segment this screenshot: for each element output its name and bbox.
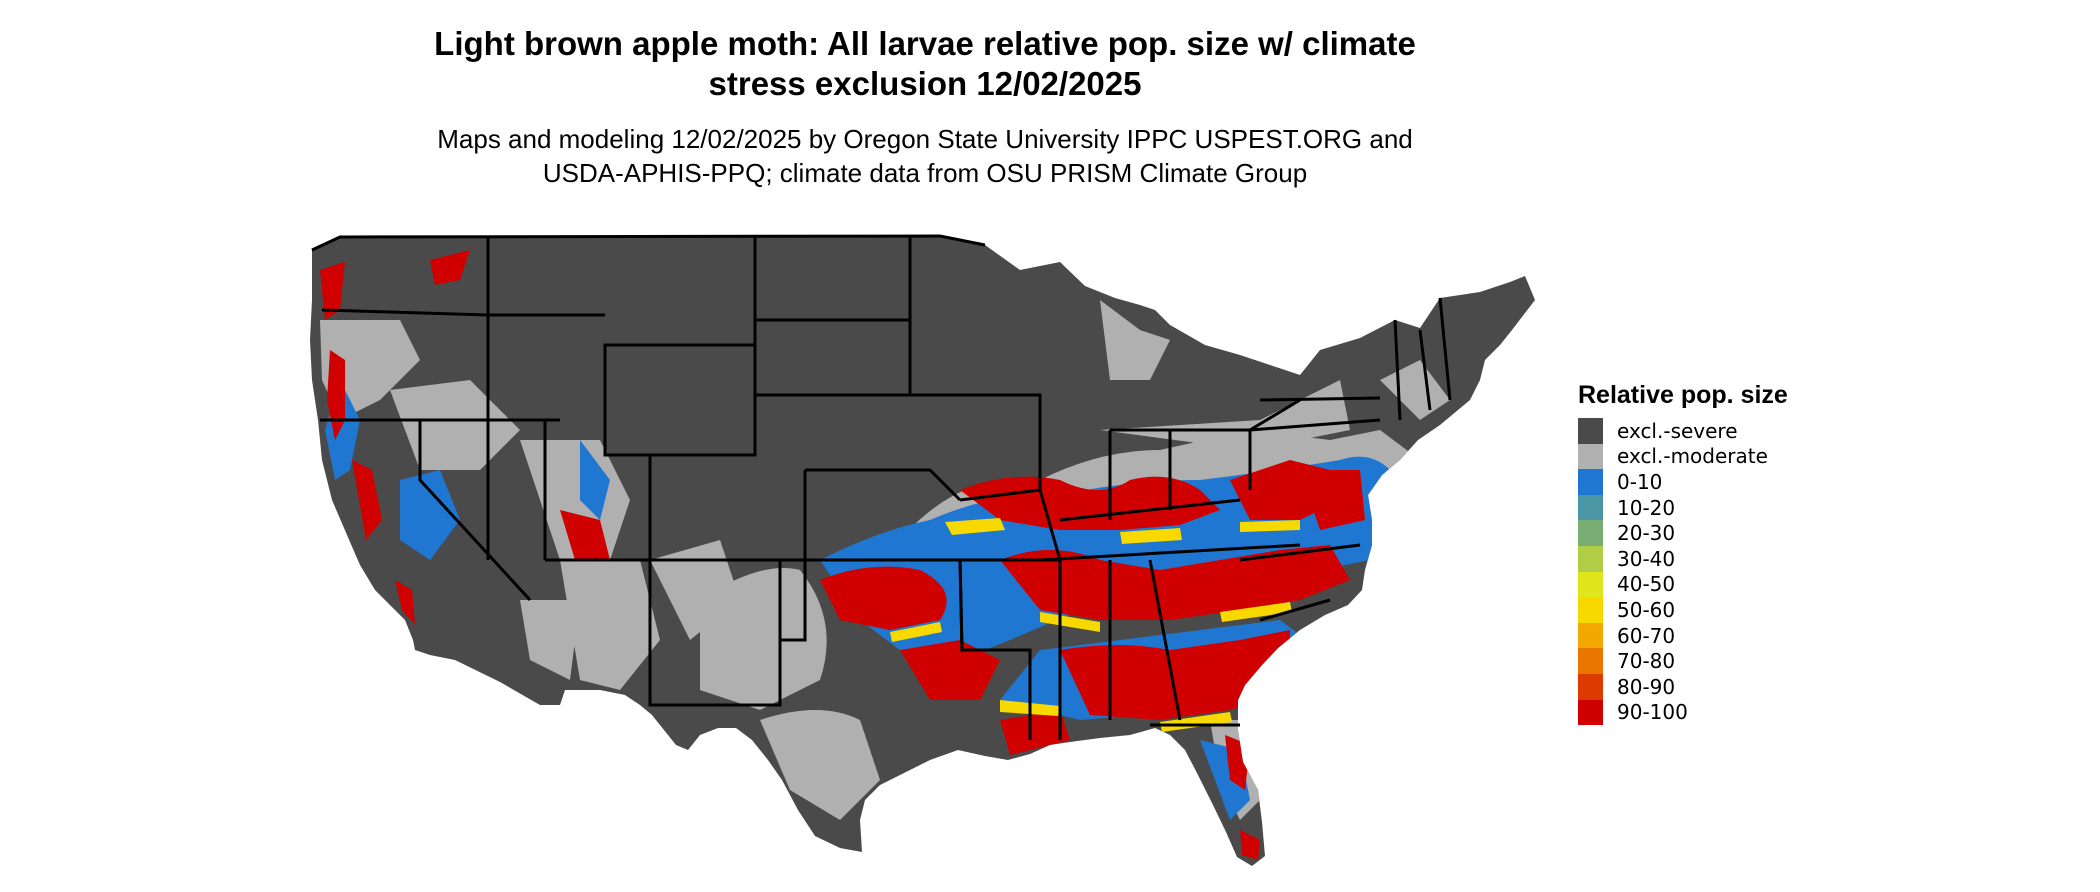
map-subtitle: Maps and modeling 12/02/2025 by Oregon S… — [330, 122, 1520, 190]
legend-item-60-70: 60-70 — [1578, 622, 1788, 649]
border-canada-line — [311, 234, 986, 252]
subtitle-line-1: Maps and modeling 12/02/2025 by Oregon S… — [437, 124, 1413, 154]
legend-swatch — [1578, 571, 1603, 598]
border-nevada-california — [418, 420, 532, 602]
state-borders — [311, 234, 1452, 740]
legend-label: 10-20 — [1617, 495, 1676, 520]
legend-swatch — [1578, 520, 1603, 546]
legend-swatch — [1578, 545, 1603, 572]
border-new-mexico — [648, 560, 782, 707]
legend-items: excl.-severe excl.-moderate 0-10 10-20 2… — [1578, 418, 1788, 726]
legend-item-excl-severe: excl.-severe — [1578, 418, 1788, 444]
border-tennessee-kentucky — [1039, 498, 1301, 562]
border-new-england — [1393, 297, 1452, 421]
legend-swatch — [1578, 443, 1603, 470]
legend-label: 60-70 — [1617, 623, 1676, 648]
legend-item-90-100: 90-100 — [1578, 699, 1788, 726]
legend-label: 20-30 — [1617, 521, 1676, 546]
legend-swatch — [1578, 597, 1603, 623]
legend-item-30-40: 30-40 — [1578, 545, 1788, 572]
legend-item-20-30: 20-30 — [1578, 520, 1788, 546]
zone-high-population — [320, 250, 1365, 860]
subtitle-line-2: USDA-APHIS-PPQ; climate data from OSU PR… — [542, 158, 1308, 188]
legend-label: excl.-severe — [1617, 418, 1738, 443]
legend: Relative pop. size excl.-severe excl.-mo… — [1578, 380, 1788, 726]
legend-label: excl.-moderate — [1617, 444, 1768, 469]
legend-item-50-60: 50-60 — [1578, 597, 1788, 623]
legend-item-excl-moderate: excl.-moderate — [1578, 443, 1788, 470]
population-zones — [320, 250, 1450, 860]
legend-label: 30-40 — [1617, 546, 1676, 571]
legend-swatch — [1578, 494, 1603, 521]
legend-swatch — [1578, 622, 1603, 649]
legend-item-40-50: 40-50 — [1578, 571, 1788, 598]
border-dakotas — [753, 237, 920, 455]
legend-swatch — [1578, 469, 1603, 495]
title-line-2: stress exclusion 12/02/2025 — [708, 65, 1142, 102]
legend-label: 80-90 — [1617, 674, 1676, 699]
legend-label: 0-10 — [1617, 469, 1663, 494]
legend-label: 40-50 — [1617, 572, 1676, 597]
legend-label: 70-80 — [1617, 649, 1676, 674]
border-washington-oregon — [321, 308, 489, 317]
map-title: Light brown apple moth: All larvae relat… — [330, 24, 1520, 104]
legend-label: 90-100 — [1617, 700, 1688, 725]
legend-title: Relative pop. size — [1578, 381, 1788, 409]
legend-item-10-20: 10-20 — [1578, 494, 1788, 521]
title-line-1: Light brown apple moth: All larvae relat… — [434, 25, 1416, 62]
legend-swatch — [1578, 673, 1603, 700]
legend-swatch — [1578, 418, 1603, 444]
border-arkansas-louisiana — [958, 559, 1032, 740]
legend-item-0-10: 0-10 — [1578, 469, 1788, 495]
border-mississippi-alabama — [1058, 559, 1182, 740]
legend-swatch — [1578, 699, 1603, 726]
border-virginia-carolinas — [1239, 543, 1361, 622]
border-illinois-indiana-ohio — [1038, 395, 1252, 520]
legend-label: 50-60 — [1617, 597, 1676, 622]
legend-swatch — [1578, 648, 1603, 674]
border-pennsylvania-ny — [1249, 396, 1381, 432]
legend-item-80-90: 80-90 — [1578, 673, 1788, 700]
legend-item-70-80: 70-80 — [1578, 648, 1788, 674]
border-colorado — [648, 455, 807, 562]
